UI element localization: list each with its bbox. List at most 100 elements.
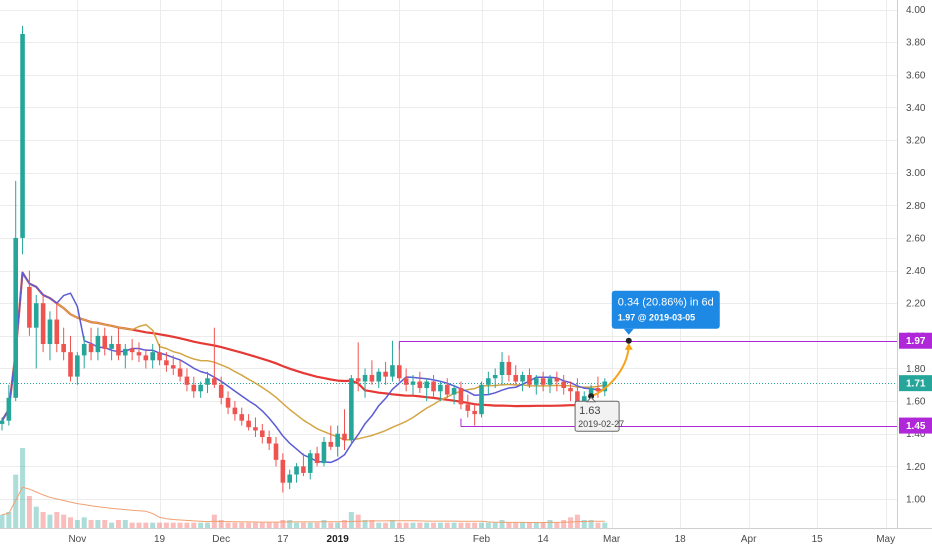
y-tick-label: 1.00	[906, 495, 926, 506]
candle-body	[342, 433, 347, 441]
volume-bar	[383, 522, 389, 528]
level-price-label: 1.45	[906, 421, 926, 432]
level-price-label-box	[899, 332, 932, 349]
candle-body	[47, 319, 53, 344]
candle-body	[513, 374, 519, 382]
candle-body	[349, 378, 354, 441]
candle-body	[157, 352, 162, 361]
level-price-label-box	[899, 417, 932, 434]
candle-body	[54, 319, 60, 344]
candle-body	[307, 453, 313, 473]
candle-body	[479, 384, 484, 415]
candle-body	[383, 371, 388, 377]
y-tick-label: 3.00	[906, 168, 926, 179]
candle-body	[109, 343, 114, 349]
volume-bar	[136, 522, 142, 528]
volume-bar	[492, 522, 498, 528]
candle-body	[451, 388, 457, 395]
y-tick-label: 3.60	[906, 70, 926, 81]
projection-start-point	[588, 393, 595, 400]
candle-body	[102, 335, 108, 349]
candle-body	[554, 378, 560, 382]
y-tick-label: 1.60	[906, 397, 926, 408]
candle-body	[20, 33, 25, 238]
candle-body	[239, 414, 245, 421]
candle-body	[335, 433, 340, 447]
volume-bar	[458, 522, 464, 528]
volume-bar	[588, 520, 594, 528]
volume-bar	[273, 522, 279, 528]
candle-body	[321, 441, 327, 464]
volume-bar	[602, 522, 608, 528]
candle-body	[136, 352, 142, 356]
y-tick-label: 2.40	[906, 266, 926, 277]
volume-bar	[239, 522, 245, 528]
volume-bar	[581, 520, 587, 528]
candle-body	[492, 374, 498, 379]
volume-bar	[246, 522, 252, 528]
x-tick-label: 19	[154, 534, 166, 545]
projection-callout-pointer	[623, 328, 634, 335]
volume-bar	[191, 522, 197, 528]
volume-bar	[26, 496, 32, 528]
volume-bar	[115, 520, 121, 528]
candle-body	[301, 466, 306, 473]
candle-body	[260, 430, 265, 437]
projection-target-point	[625, 337, 632, 344]
candle-body	[417, 381, 423, 389]
volume-bar	[376, 522, 382, 528]
volume-bar	[102, 520, 108, 528]
candle-body	[355, 378, 361, 382]
projection-start-date: 2019-02-27	[578, 419, 624, 429]
volume-bar	[287, 520, 293, 528]
y-tick-label: 4.00	[906, 5, 926, 16]
volume-bar	[150, 522, 156, 528]
candle-body	[540, 378, 546, 385]
candle-body	[547, 378, 553, 385]
volume-bar	[122, 520, 128, 528]
volume-bar	[163, 522, 169, 528]
volume-bar	[300, 522, 306, 528]
volume-bar	[369, 520, 375, 528]
volume-bar	[342, 520, 347, 528]
volume-bar	[465, 522, 471, 528]
x-tick-label: Dec	[212, 534, 230, 545]
x-tick-label: 15	[812, 534, 824, 545]
volume-bar	[540, 522, 546, 528]
volume-bar	[396, 522, 402, 528]
volume-bar	[129, 522, 135, 528]
x-tick-label: 17	[277, 534, 289, 545]
candle-body	[561, 381, 566, 389]
candle-body	[150, 352, 155, 361]
candle-body	[527, 374, 532, 385]
volume-bar	[533, 522, 539, 528]
volume-bar	[321, 520, 327, 528]
candle-body	[68, 352, 73, 377]
volume-bar	[177, 522, 183, 528]
x-tick-label: Apr	[741, 534, 757, 545]
candle-body	[280, 459, 286, 483]
candle-body	[486, 378, 491, 385]
time-axis[interactable]: Nov 19 Dec 17 2019 15 Feb 14 Mar 18 Apr 15 May	[68, 534, 895, 545]
candle-body	[602, 381, 608, 392]
volume-bar	[561, 520, 567, 528]
candle-body	[499, 361, 505, 375]
volume-bar	[444, 522, 450, 528]
volume-average-line	[1, 486, 605, 523]
projection-arrowhead	[624, 342, 633, 350]
price-projection: 0.34 (20.86%) in 6d 1.97 @ 2019-03-05 1.63…	[574, 290, 720, 432]
candle-body	[116, 343, 121, 356]
candle-body	[232, 407, 238, 415]
candle-body	[465, 404, 471, 411]
candle-body	[472, 410, 477, 415]
volume-bar	[266, 522, 272, 528]
volume-bar	[389, 520, 395, 528]
moving-average-line	[1, 271, 605, 441]
volume-bar	[198, 522, 204, 528]
x-tick-label: 14	[538, 534, 550, 545]
candle-body	[424, 381, 429, 389]
candle-body	[506, 361, 512, 375]
volume-bar	[437, 522, 443, 528]
candle-body	[170, 365, 176, 369]
